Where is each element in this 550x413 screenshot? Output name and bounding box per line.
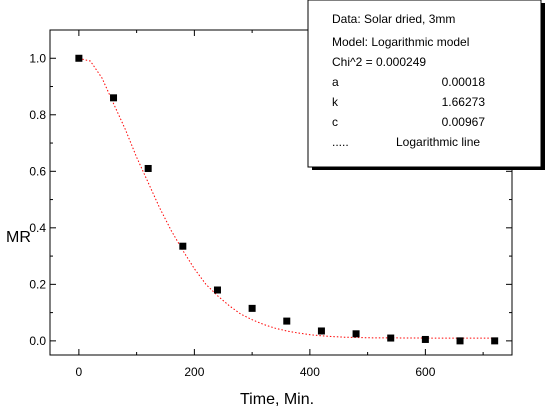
x-tick-label: 600 — [415, 365, 435, 379]
fit-series-line — [78, 57, 495, 339]
legend-param-k-value: 1.66273 — [442, 95, 486, 109]
plot-area-border — [49, 29, 513, 356]
data-point — [75, 54, 83, 62]
data-point — [387, 334, 395, 342]
legend-line-marker: ..... — [332, 135, 349, 149]
data-point — [491, 337, 499, 345]
y-tick-label: 0.8 — [29, 108, 46, 122]
data-point — [283, 317, 291, 325]
data-point — [421, 335, 429, 343]
data-points-layer — [75, 54, 499, 345]
data-point — [213, 286, 221, 294]
y-axis-label: MR — [6, 229, 31, 246]
data-point — [352, 330, 360, 338]
legend-data-line: Data: Solar dried, 3mm — [332, 12, 455, 26]
legend-param-a-name: a — [332, 75, 339, 89]
x-tick-label: 200 — [184, 365, 204, 379]
y-tick-label: 1.0 — [29, 51, 46, 65]
legend-param-k-name: k — [332, 95, 339, 109]
legend-line-label: Logarithmic line — [396, 135, 480, 149]
legend-model-line: Model: Logarithmic model — [332, 35, 469, 49]
legend-param-c-name: c — [332, 115, 338, 129]
x-axis-label: Time, Min. — [240, 391, 314, 408]
legend-chi-line: Chi^2 = 0.000249 — [332, 55, 426, 69]
data-point — [110, 94, 118, 102]
legend-frame — [307, 0, 542, 168]
data-point — [248, 304, 256, 312]
fit-line-layer — [78, 57, 495, 339]
y-tick-label: 0.2 — [29, 277, 46, 291]
y-axis-ticks: 0.0 0.2 0.4 0.6 0.8 1.0 — [29, 51, 512, 348]
plot-frame — [49, 29, 513, 356]
y-tick-label: 0.6 — [29, 164, 46, 178]
data-point — [317, 327, 325, 335]
x-tick-label: 0 — [76, 365, 83, 379]
legend-param-c-value: 0.00967 — [442, 115, 486, 129]
legend-box: Data: Solar dried, 3mm Model: Logarithmi… — [307, 0, 545, 170]
y-tick-label: 0.0 — [29, 334, 46, 348]
y-tick-label: 0.4 — [29, 221, 46, 235]
data-point — [179, 242, 187, 250]
data-point — [144, 164, 152, 172]
data-point — [456, 337, 464, 345]
x-tick-label: 400 — [300, 365, 320, 379]
legend-param-a-value: 0.00018 — [442, 75, 486, 89]
